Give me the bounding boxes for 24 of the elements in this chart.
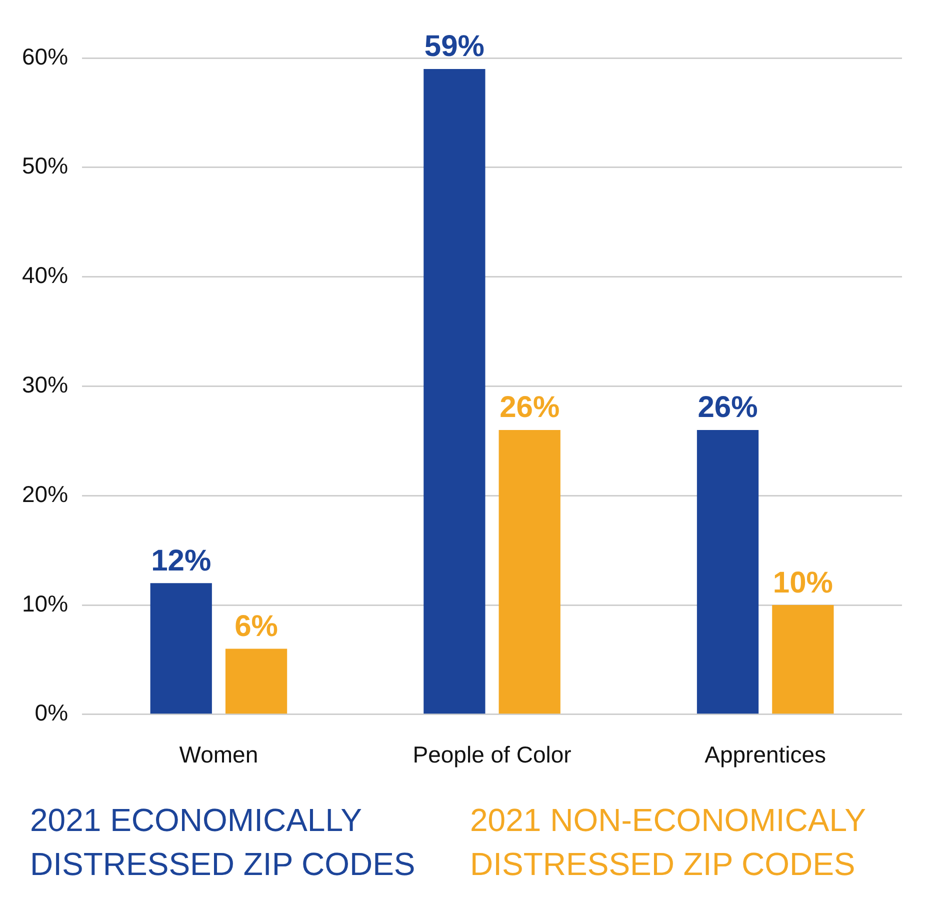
bar: [498, 430, 560, 714]
y-tick-label: 60%: [22, 43, 68, 70]
data-label: 10%: [772, 566, 833, 600]
bar: [150, 583, 212, 714]
text: 2021 NON-ECONOMICALY DISTRESSED ZIP CODES: [470, 801, 866, 884]
text: 2021 ECONOMICALLY DISTRESSED ZIP CODES: [30, 801, 416, 884]
data-label: 6%: [234, 610, 278, 644]
data-label: 12%: [151, 544, 212, 578]
data-label: 59%: [424, 30, 484, 64]
bar: [424, 68, 486, 714]
y-tick-label: 0%: [34, 700, 68, 726]
data-label: 26%: [500, 391, 560, 424]
x-tick-label: Women: [179, 742, 258, 768]
x-tick-label: People of Color: [412, 742, 572, 768]
y-tick-label: 10%: [22, 590, 68, 616]
x-tick-label: Apprentices: [704, 742, 826, 768]
bar: [772, 605, 834, 714]
y-tick-label: 30%: [22, 372, 68, 398]
y-tick-label: 40%: [22, 262, 68, 288]
bar: [225, 648, 288, 714]
y-tick-label: 20%: [22, 480, 68, 507]
y-tick-label: 50%: [22, 152, 68, 179]
data-label: 26%: [698, 391, 758, 424]
bar: [696, 430, 759, 714]
